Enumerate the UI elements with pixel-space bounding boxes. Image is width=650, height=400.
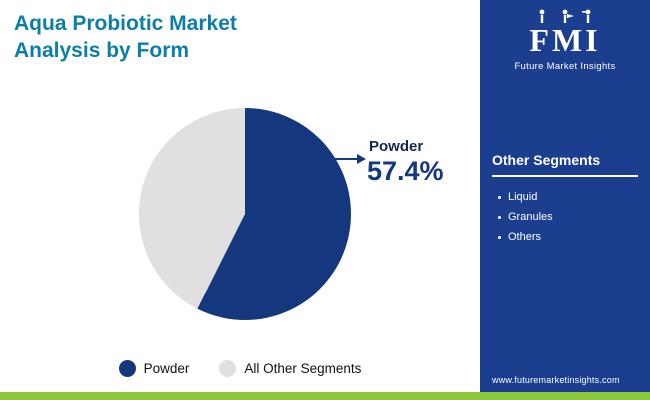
list-item: Liquid bbox=[494, 188, 644, 208]
pie-chart bbox=[139, 108, 351, 320]
bottom-accent-bar bbox=[0, 392, 650, 400]
page-title-line2: Analysis by Form bbox=[14, 39, 190, 63]
legend-item-other-segments: All Other Segments bbox=[219, 360, 361, 377]
footer-url-link[interactable]: www.futuremarketinsights.com bbox=[492, 375, 620, 385]
bullet-icon bbox=[498, 235, 501, 239]
fmi-logo-text: FMI bbox=[529, 22, 601, 58]
legend-item-powder: Powder bbox=[118, 360, 190, 377]
list-item-label: Granules bbox=[508, 210, 553, 223]
fmi-logo-figures-icon bbox=[539, 9, 591, 23]
other-segments-list: Liquid Granules Others bbox=[494, 188, 644, 247]
annotation-label: Powder bbox=[369, 138, 424, 155]
fmi-logo-subtitle: Future Market Insights bbox=[514, 60, 616, 72]
annotation-arrow-icon bbox=[334, 154, 366, 164]
legend-swatch-other-icon bbox=[219, 360, 237, 377]
list-item-label: Liquid bbox=[508, 191, 538, 203]
legend-swatch-powder-icon bbox=[118, 360, 136, 377]
bullet-icon bbox=[498, 216, 501, 220]
legend-label: All Other Segments bbox=[244, 361, 362, 376]
legend-label: Powder bbox=[143, 361, 190, 376]
page-title: Aqua Probiotic Market Analysis by Form bbox=[14, 10, 454, 65]
side-panel: FMI Future Market Insights Other Segment… bbox=[480, 0, 650, 392]
list-item-label: Others bbox=[508, 230, 542, 243]
list-item: Granules bbox=[494, 208, 644, 228]
fmi-logo: FMI Future Market Insights bbox=[480, 8, 650, 72]
other-segments-heading: Other Segments bbox=[492, 152, 638, 177]
annotation-value: 57.4% bbox=[367, 156, 444, 186]
list-item: Others bbox=[494, 228, 644, 248]
page-title-line1: Aqua Probiotic Market bbox=[14, 12, 237, 35]
chart-legend: Powder All Other Segments bbox=[0, 360, 480, 377]
bullet-icon bbox=[498, 196, 501, 200]
